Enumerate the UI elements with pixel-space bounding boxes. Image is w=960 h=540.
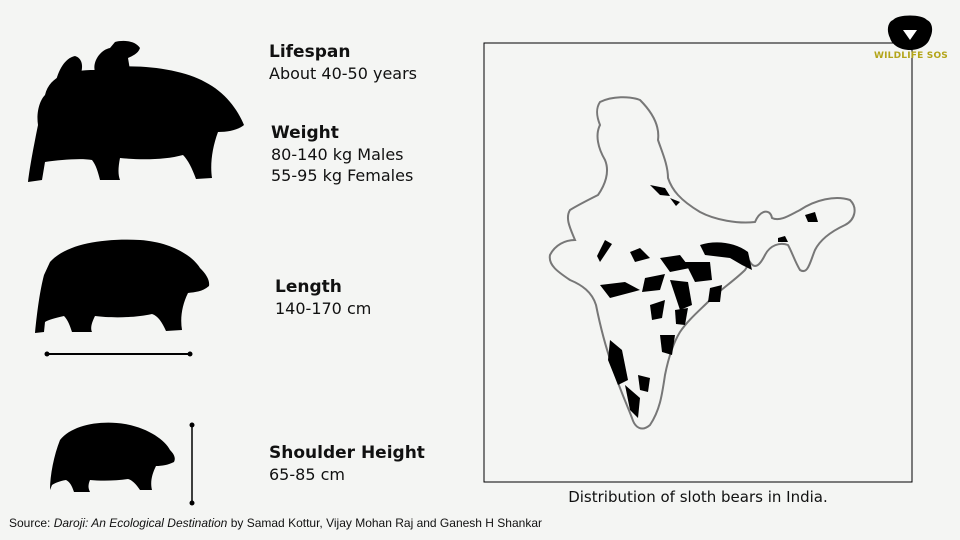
fact: Length 140-170 cm <box>275 276 371 319</box>
fact: Weight 80-140 kg Males 55-95 kg Females <box>271 122 413 186</box>
fact-title: Length <box>275 277 342 297</box>
source-title: Daroji: An Ecological Destination <box>53 516 228 530</box>
fact: Lifespan About 40-50 years <box>269 41 417 84</box>
source-prefix: Source: <box>9 516 51 530</box>
fact-line: 140-170 cm <box>275 299 372 318</box>
line-end <box>189 500 195 506</box>
fact-line: About 40-50 years <box>269 64 417 83</box>
fact-line: 80-140 kg Males <box>271 145 404 164</box>
fact-line: 55-95 kg Females <box>271 166 414 185</box>
logo-bear <box>887 15 933 50</box>
source-authors: by Samad Kottur, Vijay Mohan Raj and Gan… <box>230 516 542 530</box>
fact-title: Shoulder Height <box>269 443 425 463</box>
fact-line: 65-85 cm <box>269 465 345 484</box>
line-end <box>187 351 193 357</box>
bear-adult-with-cubs <box>28 40 244 182</box>
fact-title: Lifespan <box>269 42 351 62</box>
map-caption: Distribution of sloth bears in India. <box>568 488 828 506</box>
source: Source: Daroji: An Ecological Destinatio… <box>9 516 542 530</box>
line-end <box>44 351 50 357</box>
bear-adult <box>35 239 210 333</box>
india-map <box>548 96 856 430</box>
line-end <box>189 422 195 428</box>
bear-small <box>50 422 175 492</box>
logo-text: WILDLIFE SOS <box>873 51 948 61</box>
fact: Shoulder Height 65-85 cm <box>269 442 425 485</box>
fact-title: Weight <box>271 123 339 143</box>
